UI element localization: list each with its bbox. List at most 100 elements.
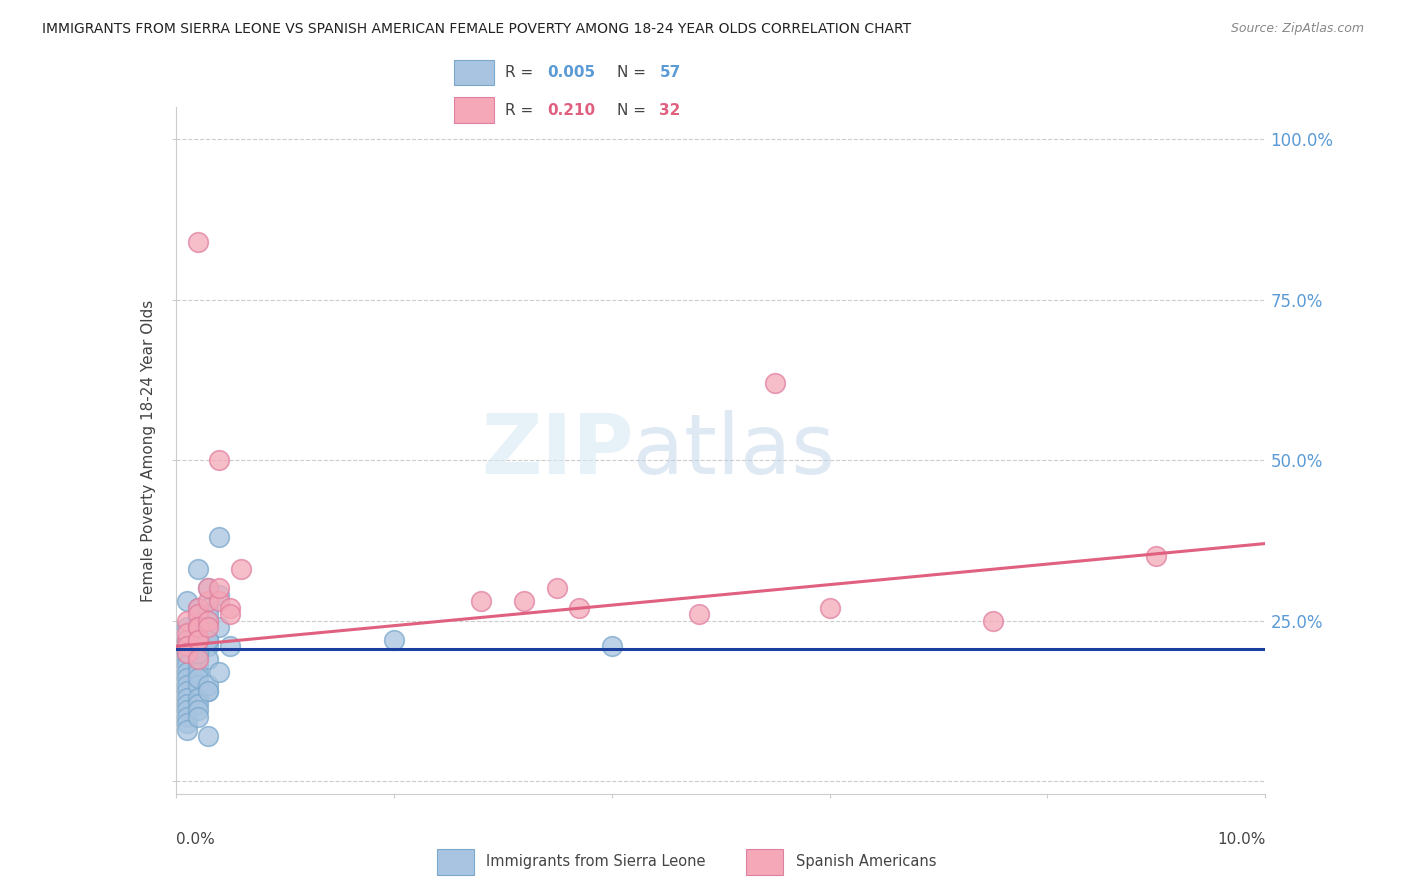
Point (186, 652, 209, 666)
Point (176, 665, 198, 679)
Point (568, 600, 591, 615)
Point (197, 607, 219, 622)
Point (186, 671, 209, 685)
Text: R =: R = (505, 65, 533, 80)
FancyBboxPatch shape (454, 60, 494, 86)
Point (176, 620, 198, 634)
Point (176, 639, 198, 653)
Text: N =: N = (617, 103, 647, 118)
Point (219, 600, 242, 615)
Point (176, 658, 198, 673)
Point (176, 639, 198, 653)
Point (186, 639, 209, 653)
Point (382, 632, 405, 647)
Point (231, 562, 253, 576)
Point (176, 710, 198, 724)
Point (197, 639, 219, 653)
Point (186, 632, 209, 647)
Point (186, 235, 209, 249)
Text: R =: R = (505, 103, 533, 118)
Point (176, 678, 198, 692)
Point (186, 632, 209, 647)
Point (176, 626, 198, 640)
FancyBboxPatch shape (747, 849, 783, 875)
Point (197, 729, 219, 743)
Text: 0.210: 0.210 (547, 103, 595, 118)
Point (186, 703, 209, 717)
Point (197, 614, 219, 628)
Point (186, 562, 209, 576)
Point (186, 646, 209, 660)
Point (197, 582, 219, 596)
Text: 32: 32 (659, 103, 681, 118)
Point (197, 678, 219, 692)
Point (186, 710, 209, 724)
Point (186, 620, 209, 634)
Point (600, 639, 623, 653)
Text: IMMIGRANTS FROM SIERRA LEONE VS SPANISH AMERICAN FEMALE POVERTY AMONG 18-24 YEAR: IMMIGRANTS FROM SIERRA LEONE VS SPANISH … (42, 22, 911, 37)
Point (197, 594, 219, 608)
FancyBboxPatch shape (437, 849, 474, 875)
Point (763, 376, 786, 390)
Text: 0.005: 0.005 (547, 65, 595, 80)
Point (186, 632, 209, 647)
Point (197, 632, 219, 647)
Point (176, 671, 198, 685)
Point (197, 600, 219, 615)
Text: 10.0%: 10.0% (1218, 831, 1265, 847)
Point (186, 626, 209, 640)
Point (186, 658, 209, 673)
Point (176, 684, 198, 698)
Point (176, 646, 198, 660)
Text: Spanish Americans: Spanish Americans (796, 855, 936, 869)
Point (513, 594, 536, 608)
Point (1144, 549, 1167, 564)
Point (176, 594, 198, 608)
Point (208, 582, 231, 596)
Point (186, 665, 209, 679)
Text: atlas: atlas (633, 410, 835, 491)
Point (176, 723, 198, 737)
Point (186, 600, 209, 615)
Point (981, 614, 1004, 628)
Point (176, 690, 198, 705)
Point (186, 620, 209, 634)
Point (176, 697, 198, 711)
Point (176, 646, 198, 660)
Point (176, 632, 198, 647)
Point (197, 652, 219, 666)
Point (197, 582, 219, 596)
Point (186, 646, 209, 660)
Point (176, 716, 198, 731)
Point (208, 665, 231, 679)
Point (208, 530, 231, 544)
Point (186, 614, 209, 628)
Text: ZIP: ZIP (481, 410, 633, 491)
Point (176, 652, 198, 666)
Text: Immigrants from Sierra Leone: Immigrants from Sierra Leone (486, 855, 706, 869)
Y-axis label: Female Poverty Among 18-24 Year Olds: Female Poverty Among 18-24 Year Olds (141, 300, 156, 601)
Point (197, 632, 219, 647)
FancyBboxPatch shape (454, 97, 494, 123)
Point (186, 600, 209, 615)
Point (208, 620, 231, 634)
Point (197, 614, 219, 628)
Point (176, 703, 198, 717)
Point (219, 607, 242, 622)
Point (186, 697, 209, 711)
Point (176, 646, 198, 660)
Point (208, 594, 231, 608)
Point (688, 607, 710, 622)
Point (186, 607, 209, 622)
Point (186, 620, 209, 634)
Point (470, 594, 492, 608)
Point (197, 632, 219, 647)
Point (818, 600, 841, 615)
Point (186, 690, 209, 705)
Point (197, 684, 219, 698)
Point (208, 588, 231, 602)
Text: Source: ZipAtlas.com: Source: ZipAtlas.com (1230, 22, 1364, 36)
Point (186, 646, 209, 660)
Point (176, 614, 198, 628)
Point (176, 632, 198, 647)
